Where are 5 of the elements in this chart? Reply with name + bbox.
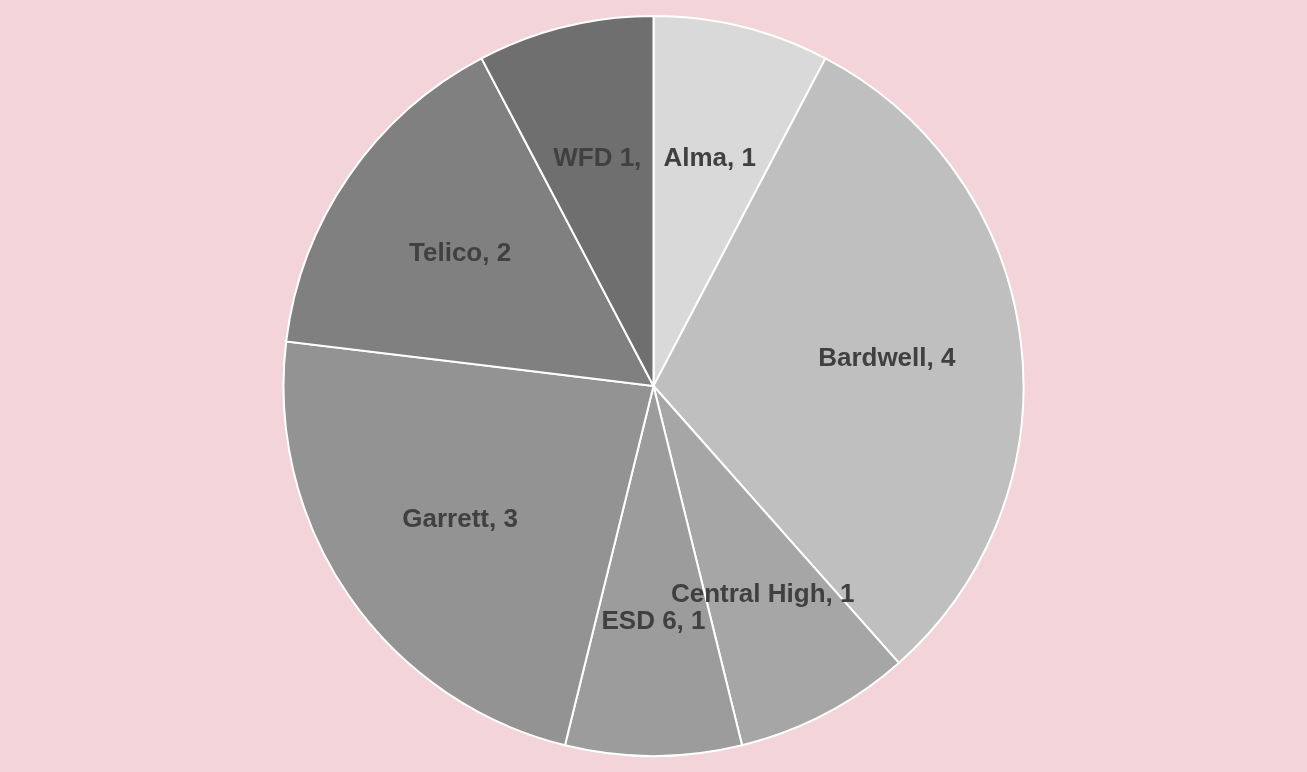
slice-label: Bardwell, 4 <box>818 341 956 372</box>
slice-label: Alma, 1 <box>663 141 756 172</box>
slice-label: ESD 6, 1 <box>601 605 706 635</box>
slice-label: Garrett, 3 <box>402 503 518 534</box>
slice-label: Telico, 2 <box>409 236 512 267</box>
